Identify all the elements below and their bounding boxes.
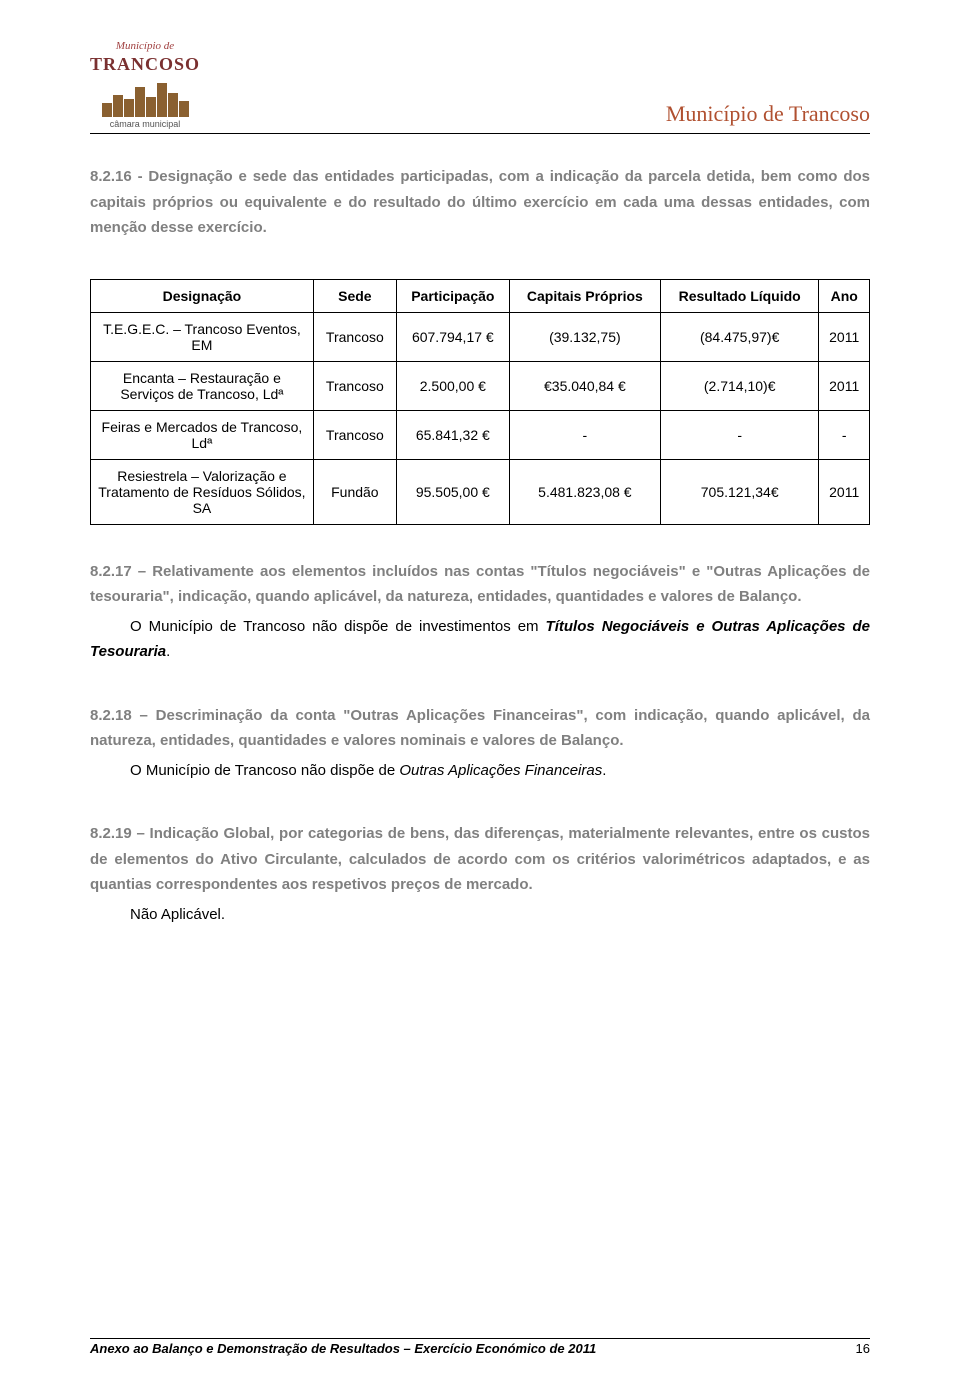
- col-resultado: Resultado Líquido: [660, 279, 818, 312]
- section-8217-body: O Município de Trancoso não dispõe de in…: [90, 614, 870, 665]
- body-text-content: Não Aplicável.: [130, 906, 225, 923]
- cell-ano: -: [819, 410, 870, 459]
- cell-capitais: -: [509, 410, 660, 459]
- section-8219: 8.2.19 – Indicação Global, por categoria…: [90, 821, 870, 927]
- logo-top-text: Município de: [116, 40, 174, 52]
- cell-designacao: Encanta – Restauração e Serviços de Tran…: [91, 361, 314, 410]
- cell-designacao: Resiestrela – Valorização e Tratamento d…: [91, 459, 314, 524]
- section-8219-body: Não Aplicável.: [90, 902, 870, 928]
- cell-ano: 2011: [819, 312, 870, 361]
- cell-sede: Fundão: [313, 459, 396, 524]
- cell-ano: 2011: [819, 361, 870, 410]
- castle-icon: [95, 77, 195, 117]
- col-participacao: Participação: [396, 279, 509, 312]
- col-designacao: Designação: [91, 279, 314, 312]
- section-8216-heading: 8.2.16 - Designação e sede das entidades…: [90, 164, 870, 241]
- section-8218-heading: 8.2.18 – Descriminação da conta "Outras …: [90, 703, 870, 754]
- cell-capitais: €35.040,84 €: [509, 361, 660, 410]
- cell-sede: Trancoso: [313, 312, 396, 361]
- page-header: Município de TRANCOSO câmara municipal M…: [90, 40, 870, 134]
- table-row: Feiras e Mercados de Trancoso, Ldª Tranc…: [91, 410, 870, 459]
- footer-page-number: 16: [856, 1341, 870, 1356]
- section-8217: 8.2.17 – Relativamente aos elementos inc…: [90, 559, 870, 665]
- cell-resultado: (2.714,10)€: [660, 361, 818, 410]
- logo-sub-text: câmara municipal: [110, 119, 181, 129]
- table-header-row: Designação Sede Participação Capitais Pr…: [91, 279, 870, 312]
- cell-resultado: -: [660, 410, 818, 459]
- header-title: Município de Trancoso: [666, 101, 870, 129]
- cell-participacao: 65.841,32 €: [396, 410, 509, 459]
- col-capitais: Capitais Próprios: [509, 279, 660, 312]
- logo: Município de TRANCOSO câmara municipal: [90, 40, 200, 129]
- cell-sede: Trancoso: [313, 410, 396, 459]
- cell-designacao: Feiras e Mercados de Trancoso, Ldª: [91, 410, 314, 459]
- cell-capitais: 5.481.823,08 €: [509, 459, 660, 524]
- entities-table: Designação Sede Participação Capitais Pr…: [90, 279, 870, 525]
- section-8218: 8.2.18 – Descriminação da conta "Outras …: [90, 703, 870, 784]
- cell-participacao: 95.505,00 €: [396, 459, 509, 524]
- col-ano: Ano: [819, 279, 870, 312]
- col-sede: Sede: [313, 279, 396, 312]
- cell-capitais: (39.132,75): [509, 312, 660, 361]
- section-8219-heading: 8.2.19 – Indicação Global, por categoria…: [90, 821, 870, 898]
- cell-resultado: 705.121,34€: [660, 459, 818, 524]
- logo-main-text: TRANCOSO: [90, 54, 200, 75]
- section-8218-body: O Município de Trancoso não dispõe de Ou…: [90, 758, 870, 784]
- body-italic: Outras Aplicações Financeiras: [399, 762, 602, 779]
- section-8216: 8.2.16 - Designação e sede das entidades…: [90, 164, 870, 241]
- cell-designacao: T.E.G.E.C. – Trancoso Eventos, EM: [91, 312, 314, 361]
- page-footer: Anexo ao Balanço e Demonstração de Resul…: [90, 1338, 870, 1356]
- cell-resultado: (84.475,97)€: [660, 312, 818, 361]
- table-row: Encanta – Restauração e Serviços de Tran…: [91, 361, 870, 410]
- body-suffix: .: [602, 762, 606, 779]
- cell-participacao: 2.500,00 €: [396, 361, 509, 410]
- table-row: Resiestrela – Valorização e Tratamento d…: [91, 459, 870, 524]
- cell-sede: Trancoso: [313, 361, 396, 410]
- cell-participacao: 607.794,17 €: [396, 312, 509, 361]
- footer-left: Anexo ao Balanço e Demonstração de Resul…: [90, 1341, 596, 1356]
- cell-ano: 2011: [819, 459, 870, 524]
- table-row: T.E.G.E.C. – Trancoso Eventos, EM Tranco…: [91, 312, 870, 361]
- body-suffix: .: [166, 643, 170, 660]
- section-8217-heading: 8.2.17 – Relativamente aos elementos inc…: [90, 559, 870, 610]
- body-prefix: O Município de Trancoso não dispõe de: [130, 762, 399, 779]
- body-prefix: O Município de Trancoso não dispõe de in…: [130, 618, 546, 635]
